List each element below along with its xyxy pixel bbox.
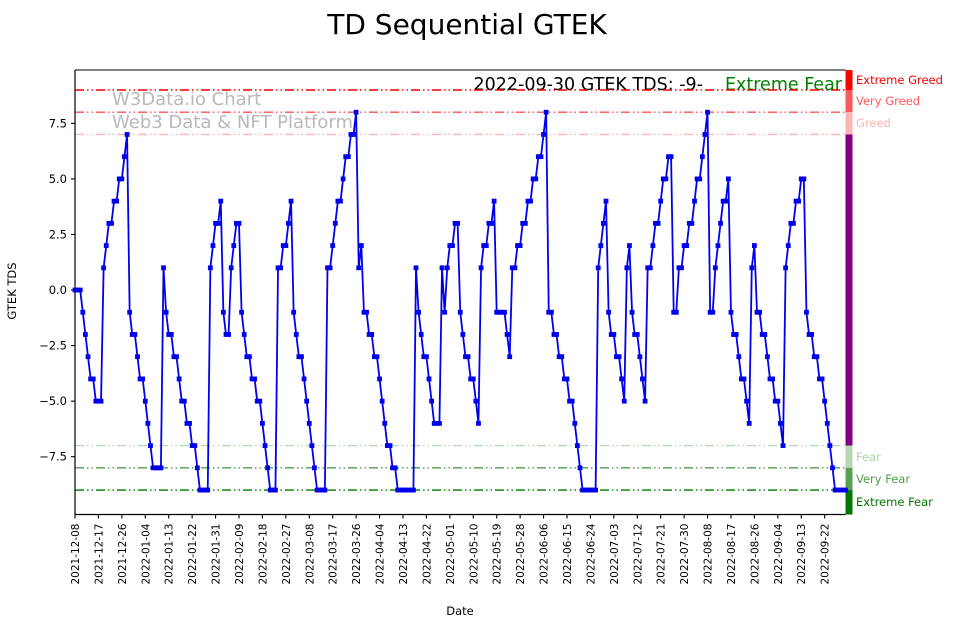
svg-text:2022-01-22: 2022-01-22 [187,524,199,585]
svg-text:2021-12-17: 2021-12-17 [93,524,105,585]
svg-text:2022-03-17: 2022-03-17 [328,524,340,585]
svg-text:2022-03-08: 2022-03-08 [304,524,316,585]
svg-text:2022-08-08: 2022-08-08 [703,524,715,585]
svg-text:7.5: 7.5 [49,116,67,130]
zone-label-very-fear: Very Fear [856,471,911,486]
svg-text:2022-04-13: 2022-04-13 [398,524,410,585]
y-axis-ticks: 7.5 5.0 2.5 0.0 −2.5 −5.0 −7.5 [39,116,75,464]
chart-title: TD Sequential GTEK [327,8,607,41]
svg-text:0.0: 0.0 [49,283,67,297]
svg-text:−2.5: −2.5 [39,339,67,353]
x-axis-label: Date [446,604,474,618]
zone-label-very-greed: Very Greed [856,94,921,109]
svg-text:2022-06-15: 2022-06-15 [562,524,574,585]
zone-label-extreme-fear: Extreme Fear [856,495,933,510]
zone-label-fear: Fear [856,449,881,464]
svg-text:2022-01-13: 2022-01-13 [164,524,176,585]
svg-text:2021-12-26: 2021-12-26 [117,523,129,584]
svg-text:2022-07-12: 2022-07-12 [632,524,644,585]
svg-text:2.5: 2.5 [49,227,67,241]
svg-text:2022-09-22: 2022-09-22 [820,524,832,585]
svg-text:2022-02-27: 2022-02-27 [281,524,293,585]
svg-text:2022-08-26: 2022-08-26 [749,523,761,584]
svg-text:2022-02-18: 2022-02-18 [257,524,269,585]
svg-text:2022-02-09: 2022-02-09 [234,524,246,585]
td-sequential-series [72,109,848,493]
x-axis-ticks: 2021-12-08 2021-12-17 2021-12-26 2022-01-04… [70,514,832,585]
svg-text:2022-09-13: 2022-09-13 [796,524,808,585]
svg-text:2022-07-03: 2022-07-03 [609,524,621,585]
zone-label-greed: Greed [856,116,891,131]
svg-text:2022-09-04: 2022-09-04 [773,523,785,584]
svg-text:5.0: 5.0 [49,172,67,186]
svg-text:2022-06-06: 2022-06-06 [539,523,551,584]
watermark-line-1: W3Data.io Chart [112,89,262,110]
svg-text:2022-05-01: 2022-05-01 [445,524,457,585]
svg-text:2022-05-19: 2022-05-19 [492,524,504,585]
svg-text:2022-01-04: 2022-01-04 [140,523,152,584]
svg-text:2022-06-24: 2022-06-24 [585,523,597,584]
zone-label-extreme-greed: Extreme Greed [856,73,943,87]
svg-text:2022-07-21: 2022-07-21 [656,524,668,585]
svg-text:2021-12-08: 2021-12-08 [70,524,82,585]
svg-text:2022-07-30: 2022-07-30 [679,524,691,585]
svg-text:2022-01-31: 2022-01-31 [211,524,223,585]
svg-text:2022-04-04: 2022-04-04 [375,523,387,584]
svg-text:2022-04-22: 2022-04-22 [421,524,433,585]
svg-text:2022-08-17: 2022-08-17 [726,524,738,585]
y-axis-label: GTEK TDS [5,262,19,320]
svg-text:−7.5: −7.5 [39,450,67,464]
sentiment-colorbar [845,70,853,515]
svg-text:−5.0: −5.0 [39,394,67,408]
watermark-line-2: Web3 Data & NFT Platform [112,112,354,133]
svg-text:2022-05-28: 2022-05-28 [515,524,527,585]
svg-text:2022-05-10: 2022-05-10 [468,524,480,585]
svg-text:2022-03-26: 2022-03-26 [351,523,363,584]
